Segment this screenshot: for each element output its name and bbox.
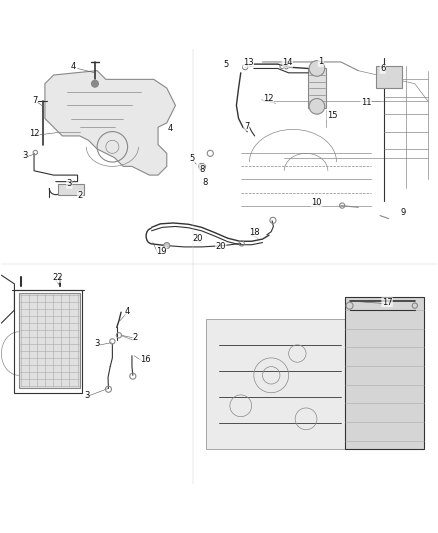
Text: 12: 12	[263, 94, 274, 103]
Text: 8: 8	[202, 179, 208, 188]
Text: 3: 3	[22, 151, 28, 159]
Text: 9: 9	[400, 207, 405, 216]
Text: 7: 7	[32, 96, 37, 105]
Text: 20: 20	[193, 233, 203, 243]
Text: 17: 17	[382, 298, 392, 306]
Bar	[345, 297, 424, 449]
Circle shape	[309, 61, 325, 76]
Text: 4: 4	[125, 307, 130, 316]
Text: 15: 15	[327, 110, 337, 119]
Text: 3: 3	[94, 340, 99, 349]
Bar	[19, 293, 80, 389]
Text: 5: 5	[189, 154, 194, 163]
Text: 4: 4	[71, 62, 76, 71]
Bar	[14, 290, 82, 393]
Text: 20: 20	[215, 242, 226, 251]
Bar	[206, 319, 345, 449]
Polygon shape	[45, 71, 176, 175]
Text: 10: 10	[311, 198, 322, 207]
Text: 16: 16	[140, 354, 150, 364]
Text: 3: 3	[84, 391, 89, 400]
Bar	[376, 66, 402, 88]
Text: 12: 12	[29, 129, 39, 138]
Text: 7: 7	[244, 122, 249, 131]
Text: 6: 6	[380, 64, 385, 74]
Text: 5: 5	[223, 60, 229, 69]
Circle shape	[309, 99, 325, 114]
Text: 19: 19	[156, 247, 167, 256]
Text: 11: 11	[361, 99, 371, 107]
Bar	[58, 184, 84, 195]
Text: 1: 1	[318, 58, 324, 67]
Text: 2: 2	[78, 191, 83, 200]
Bar	[308, 68, 325, 108]
Text: 14: 14	[282, 58, 293, 67]
Circle shape	[164, 243, 170, 249]
Text: 22: 22	[53, 273, 63, 282]
Circle shape	[92, 80, 99, 87]
Text: 13: 13	[243, 58, 254, 67]
Text: 18: 18	[250, 229, 260, 238]
Text: 4: 4	[168, 124, 173, 133]
Text: 2: 2	[133, 333, 138, 342]
Text: 8: 8	[199, 165, 205, 174]
Text: 3: 3	[67, 179, 72, 188]
